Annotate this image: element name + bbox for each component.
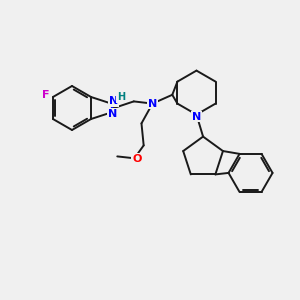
Text: N: N [110, 96, 118, 106]
Text: O: O [132, 154, 142, 164]
Text: F: F [42, 90, 50, 100]
Text: N: N [148, 99, 157, 109]
Text: N: N [192, 112, 201, 122]
Text: H: H [117, 92, 125, 102]
Text: N: N [108, 109, 118, 119]
